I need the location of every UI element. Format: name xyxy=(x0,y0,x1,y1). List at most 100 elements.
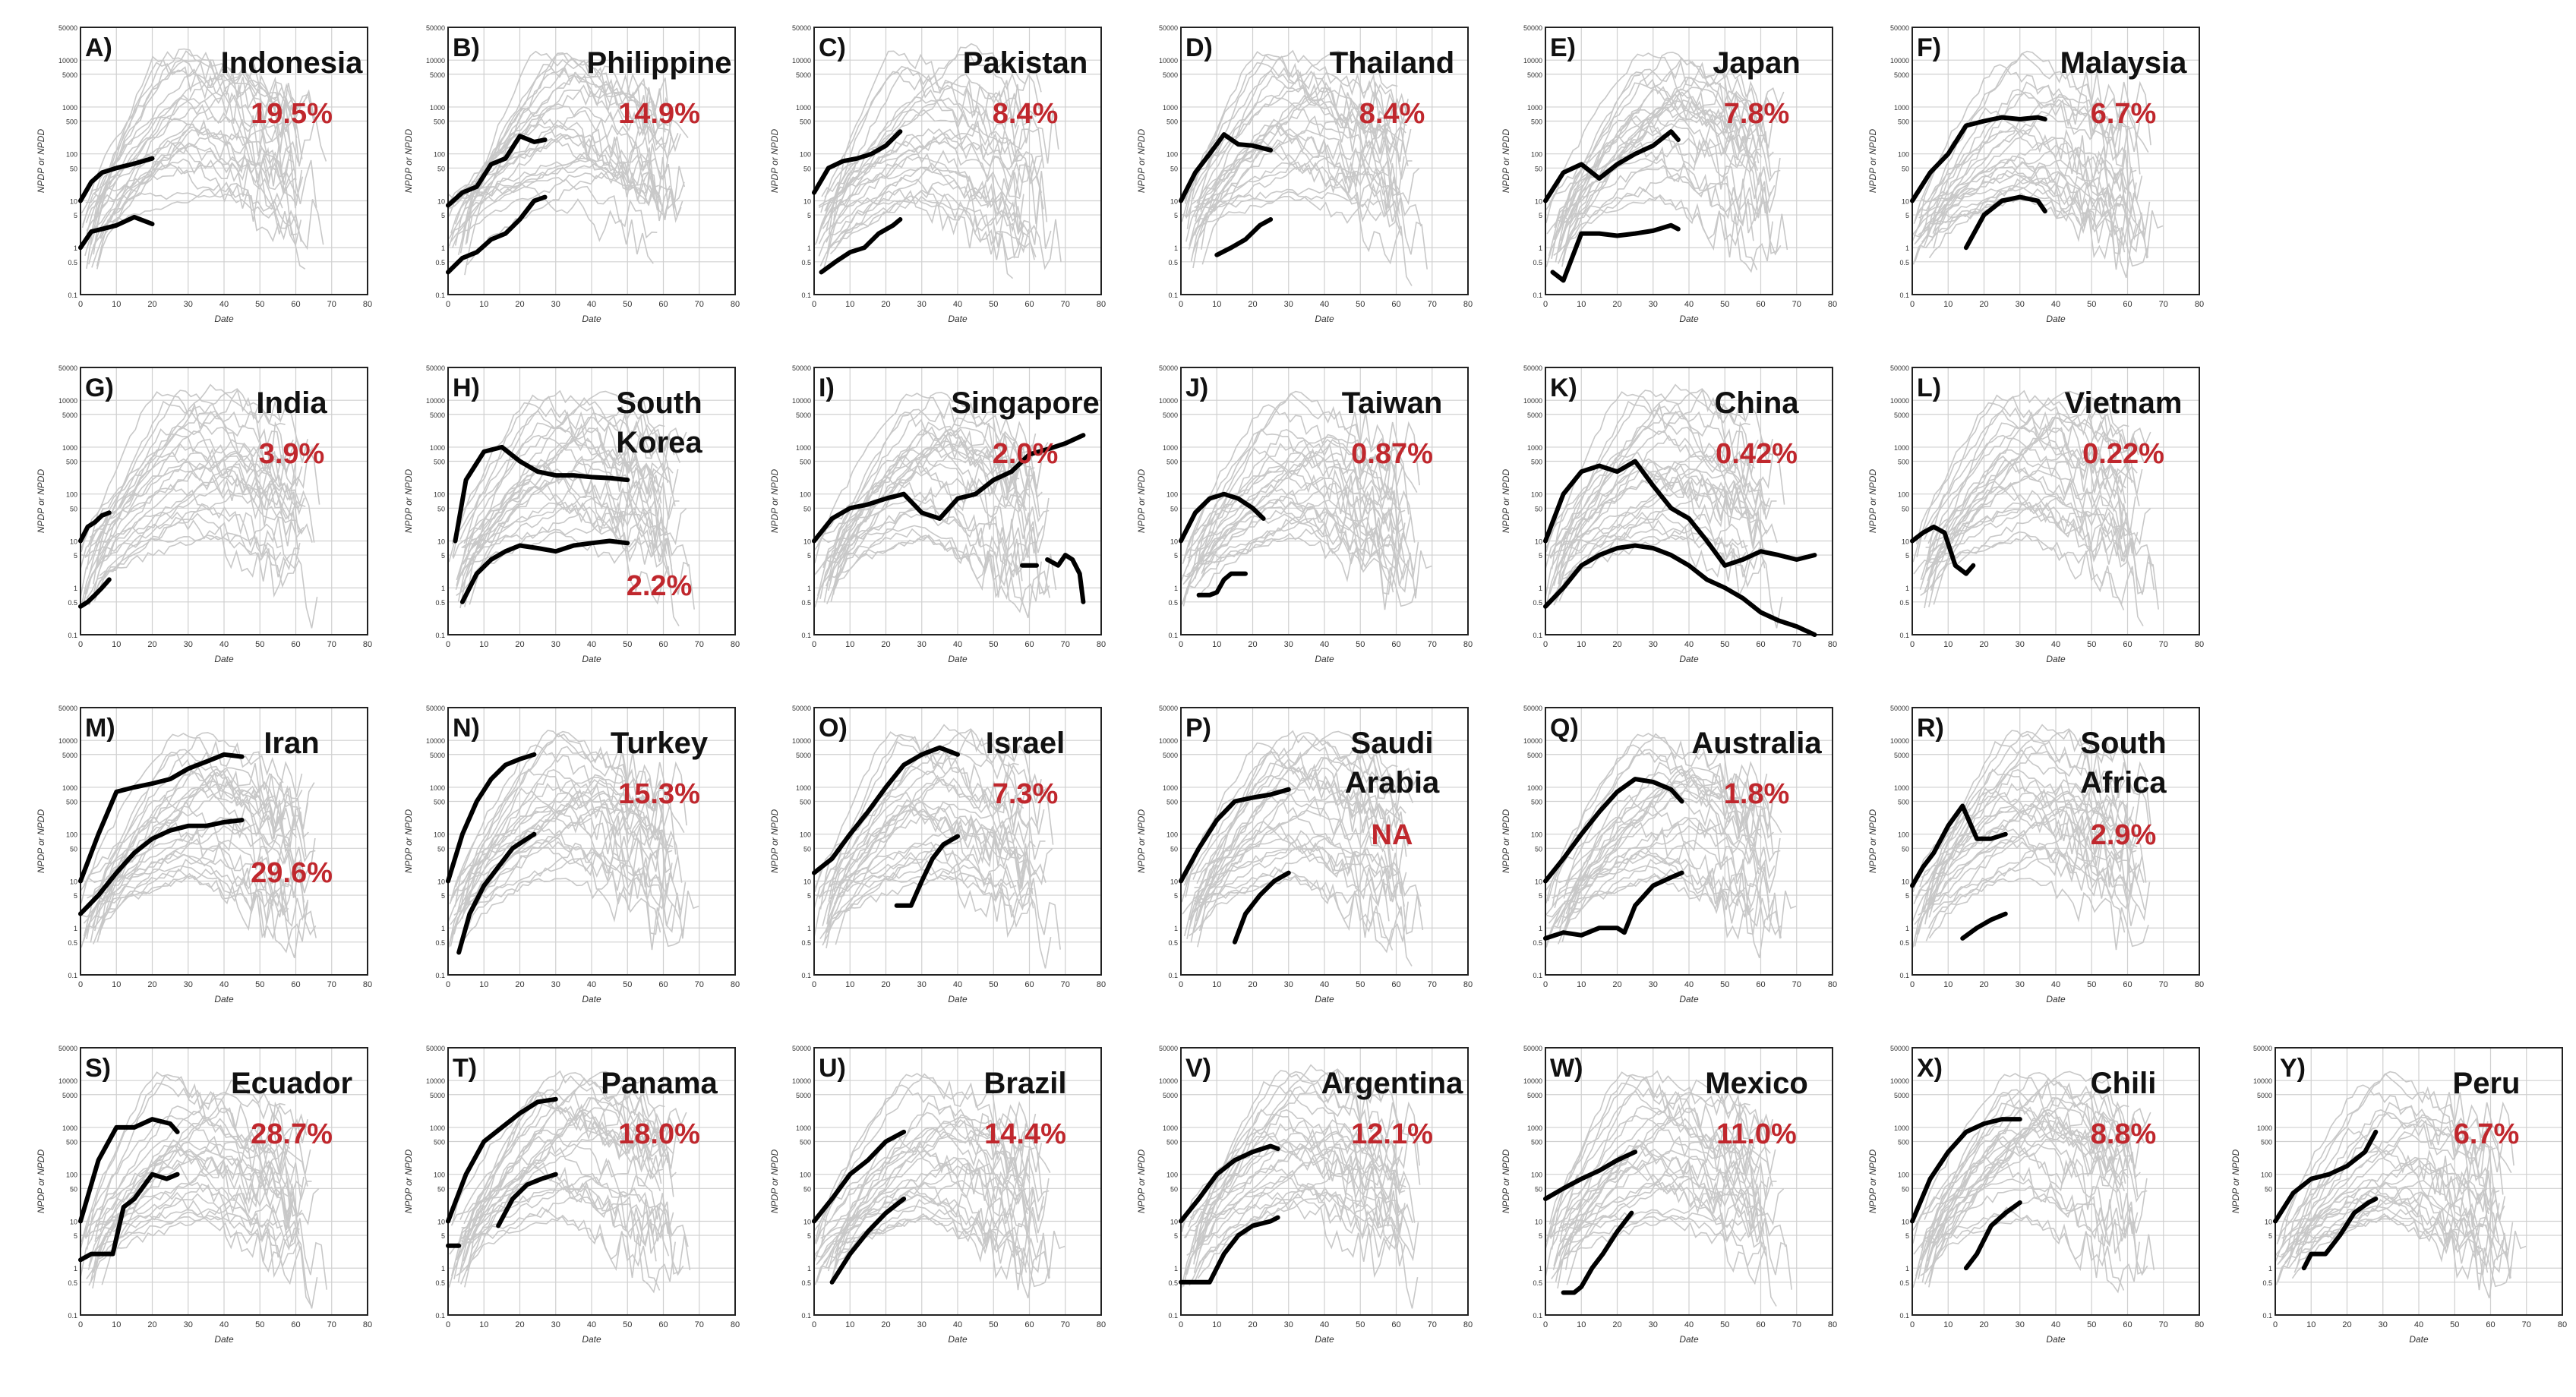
background-curve xyxy=(1195,795,1407,922)
panel-title: Mexico xyxy=(1705,1067,1808,1100)
background-curve xyxy=(813,739,1019,909)
background-curve xyxy=(1185,1131,1397,1239)
background-curve xyxy=(2288,1109,2500,1260)
y-axis-title: NPDP or NPDD xyxy=(1867,1149,1878,1214)
panel-panama: 0 10 20 30 40 50 60 70 80 0.1 0.5 1 5 10 50 100 500 1000 5… xyxy=(403,1045,740,1345)
x-tick-label: 80 xyxy=(1828,300,1837,309)
panel-chili: 0 10 20 30 40 50 60 70 80 0.1 0.5 1 5 10 50 100 500 1000 5… xyxy=(1867,1045,2204,1345)
background-curve xyxy=(86,1071,308,1250)
background-curve xyxy=(1927,1135,2139,1262)
y-tick-label: 50000 xyxy=(426,1045,445,1052)
country-series xyxy=(1910,115,2047,251)
background-curve xyxy=(459,397,687,592)
y-tick-label: 1 xyxy=(1539,1265,1542,1272)
y-tick-label: 0.1 xyxy=(1899,972,1909,979)
y-tick-label: 5000 xyxy=(62,412,77,419)
background-curve xyxy=(466,1089,683,1239)
y-tick-label: 0.1 xyxy=(801,292,811,299)
x-tick-label: 0 xyxy=(78,640,83,649)
x-tick-label: 50 xyxy=(1720,640,1729,649)
x-tick-label: 80 xyxy=(1463,1320,1473,1329)
y-tick-label: 50 xyxy=(1535,165,1542,172)
y-tick-label: 10 xyxy=(803,197,811,205)
background-curve xyxy=(1565,776,1782,914)
panel-percent: 8.8% xyxy=(2091,1118,2157,1150)
x-tick-label: 60 xyxy=(2486,1320,2495,1329)
x-axis-title: Date xyxy=(948,654,968,664)
background-curve xyxy=(452,434,658,558)
plot-frame xyxy=(80,707,368,976)
x-tick-label: 30 xyxy=(551,640,560,649)
x-tick-label: 70 xyxy=(1428,980,1437,989)
y-tick-label: 1000 xyxy=(430,104,445,112)
background-curve xyxy=(93,55,299,255)
y-tick-label: 1000 xyxy=(796,784,811,792)
background-curve xyxy=(1561,99,1763,262)
x-tick-label: 30 xyxy=(184,1320,193,1329)
x-tick-label: 60 xyxy=(658,640,668,649)
background-curve xyxy=(816,1073,1028,1242)
background-curve xyxy=(452,790,664,899)
background-curve xyxy=(86,60,298,235)
background-curve xyxy=(1564,846,1797,939)
background-curve xyxy=(813,512,1031,578)
background-curve xyxy=(101,1092,308,1285)
panel-letter: I) xyxy=(819,374,835,402)
background-curve xyxy=(89,484,301,570)
x-tick-label: 40 xyxy=(2414,1320,2423,1329)
x-tick-label: 70 xyxy=(1061,980,1070,989)
y-tick-label: 0.5 xyxy=(435,599,445,607)
y-tick-label: 5 xyxy=(1174,1232,1178,1240)
background-curve xyxy=(1184,49,1396,204)
y-tick-label: 10000 xyxy=(1159,1077,1178,1085)
y-tick-label: 5 xyxy=(1539,1232,1542,1240)
background-curve xyxy=(835,449,1030,546)
background-curve xyxy=(1551,391,1773,569)
y-tick-label: 50 xyxy=(1902,165,1909,172)
panel-title: Philippine xyxy=(586,46,731,80)
x-tick-label: 40 xyxy=(1684,1320,1694,1329)
background-curve xyxy=(448,134,660,247)
background-curve xyxy=(1560,115,1772,241)
x-tick-label: 70 xyxy=(1792,640,1801,649)
panel-percent: 2.0% xyxy=(993,438,1059,470)
background-curve xyxy=(1185,774,1391,898)
series-line xyxy=(1543,870,1684,941)
tick-labels: 0 10 20 30 40 50 60 70 80 0.1 0.5 1 5 10 50 100 500 1000 5… xyxy=(2253,1045,2567,1329)
background-curve xyxy=(1199,506,1432,599)
x-tick-label: 60 xyxy=(291,640,300,649)
panel-letter: P) xyxy=(1185,714,1211,743)
x-tick-label: 30 xyxy=(184,640,193,649)
y-tick-label: 50000 xyxy=(1890,24,1909,32)
background-curve xyxy=(1548,840,1770,942)
x-axis-title: Date xyxy=(1315,1334,1334,1345)
series-line xyxy=(812,129,903,195)
panel-title: Vietnam xyxy=(2065,386,2183,420)
background-curve xyxy=(461,495,667,548)
plot-frame xyxy=(447,367,736,635)
y-tick-label: 0.5 xyxy=(1533,599,1542,607)
y-tick-label: 500 xyxy=(1898,799,1909,806)
y-tick-label: 10 xyxy=(437,538,445,545)
x-tick-label: 80 xyxy=(1097,300,1106,309)
x-tick-label: 10 xyxy=(845,980,854,989)
series-line xyxy=(78,510,112,544)
background-curve xyxy=(1192,737,1420,932)
y-tick-label: 0.1 xyxy=(1168,632,1178,639)
y-tick-label: 10000 xyxy=(792,57,811,65)
y-tick-label: 0.1 xyxy=(68,292,77,299)
x-tick-label: 30 xyxy=(917,300,927,309)
background-curve xyxy=(1559,512,1765,578)
background-curve xyxy=(1911,1127,2123,1231)
country-series xyxy=(1910,803,2008,941)
y-axis-title: NPDP or NPDD xyxy=(1501,1149,1511,1214)
background-curves xyxy=(1911,724,2152,951)
y-tick-label: 10000 xyxy=(1890,57,1909,65)
x-tick-label: 80 xyxy=(1463,640,1473,649)
series-line xyxy=(1045,553,1086,604)
y-tick-label: 10000 xyxy=(1890,737,1909,745)
y-tick-label: 10 xyxy=(2265,1218,2272,1225)
background-curve xyxy=(461,1175,667,1228)
y-tick-label: 50000 xyxy=(1159,364,1178,372)
background-curve xyxy=(450,172,656,207)
